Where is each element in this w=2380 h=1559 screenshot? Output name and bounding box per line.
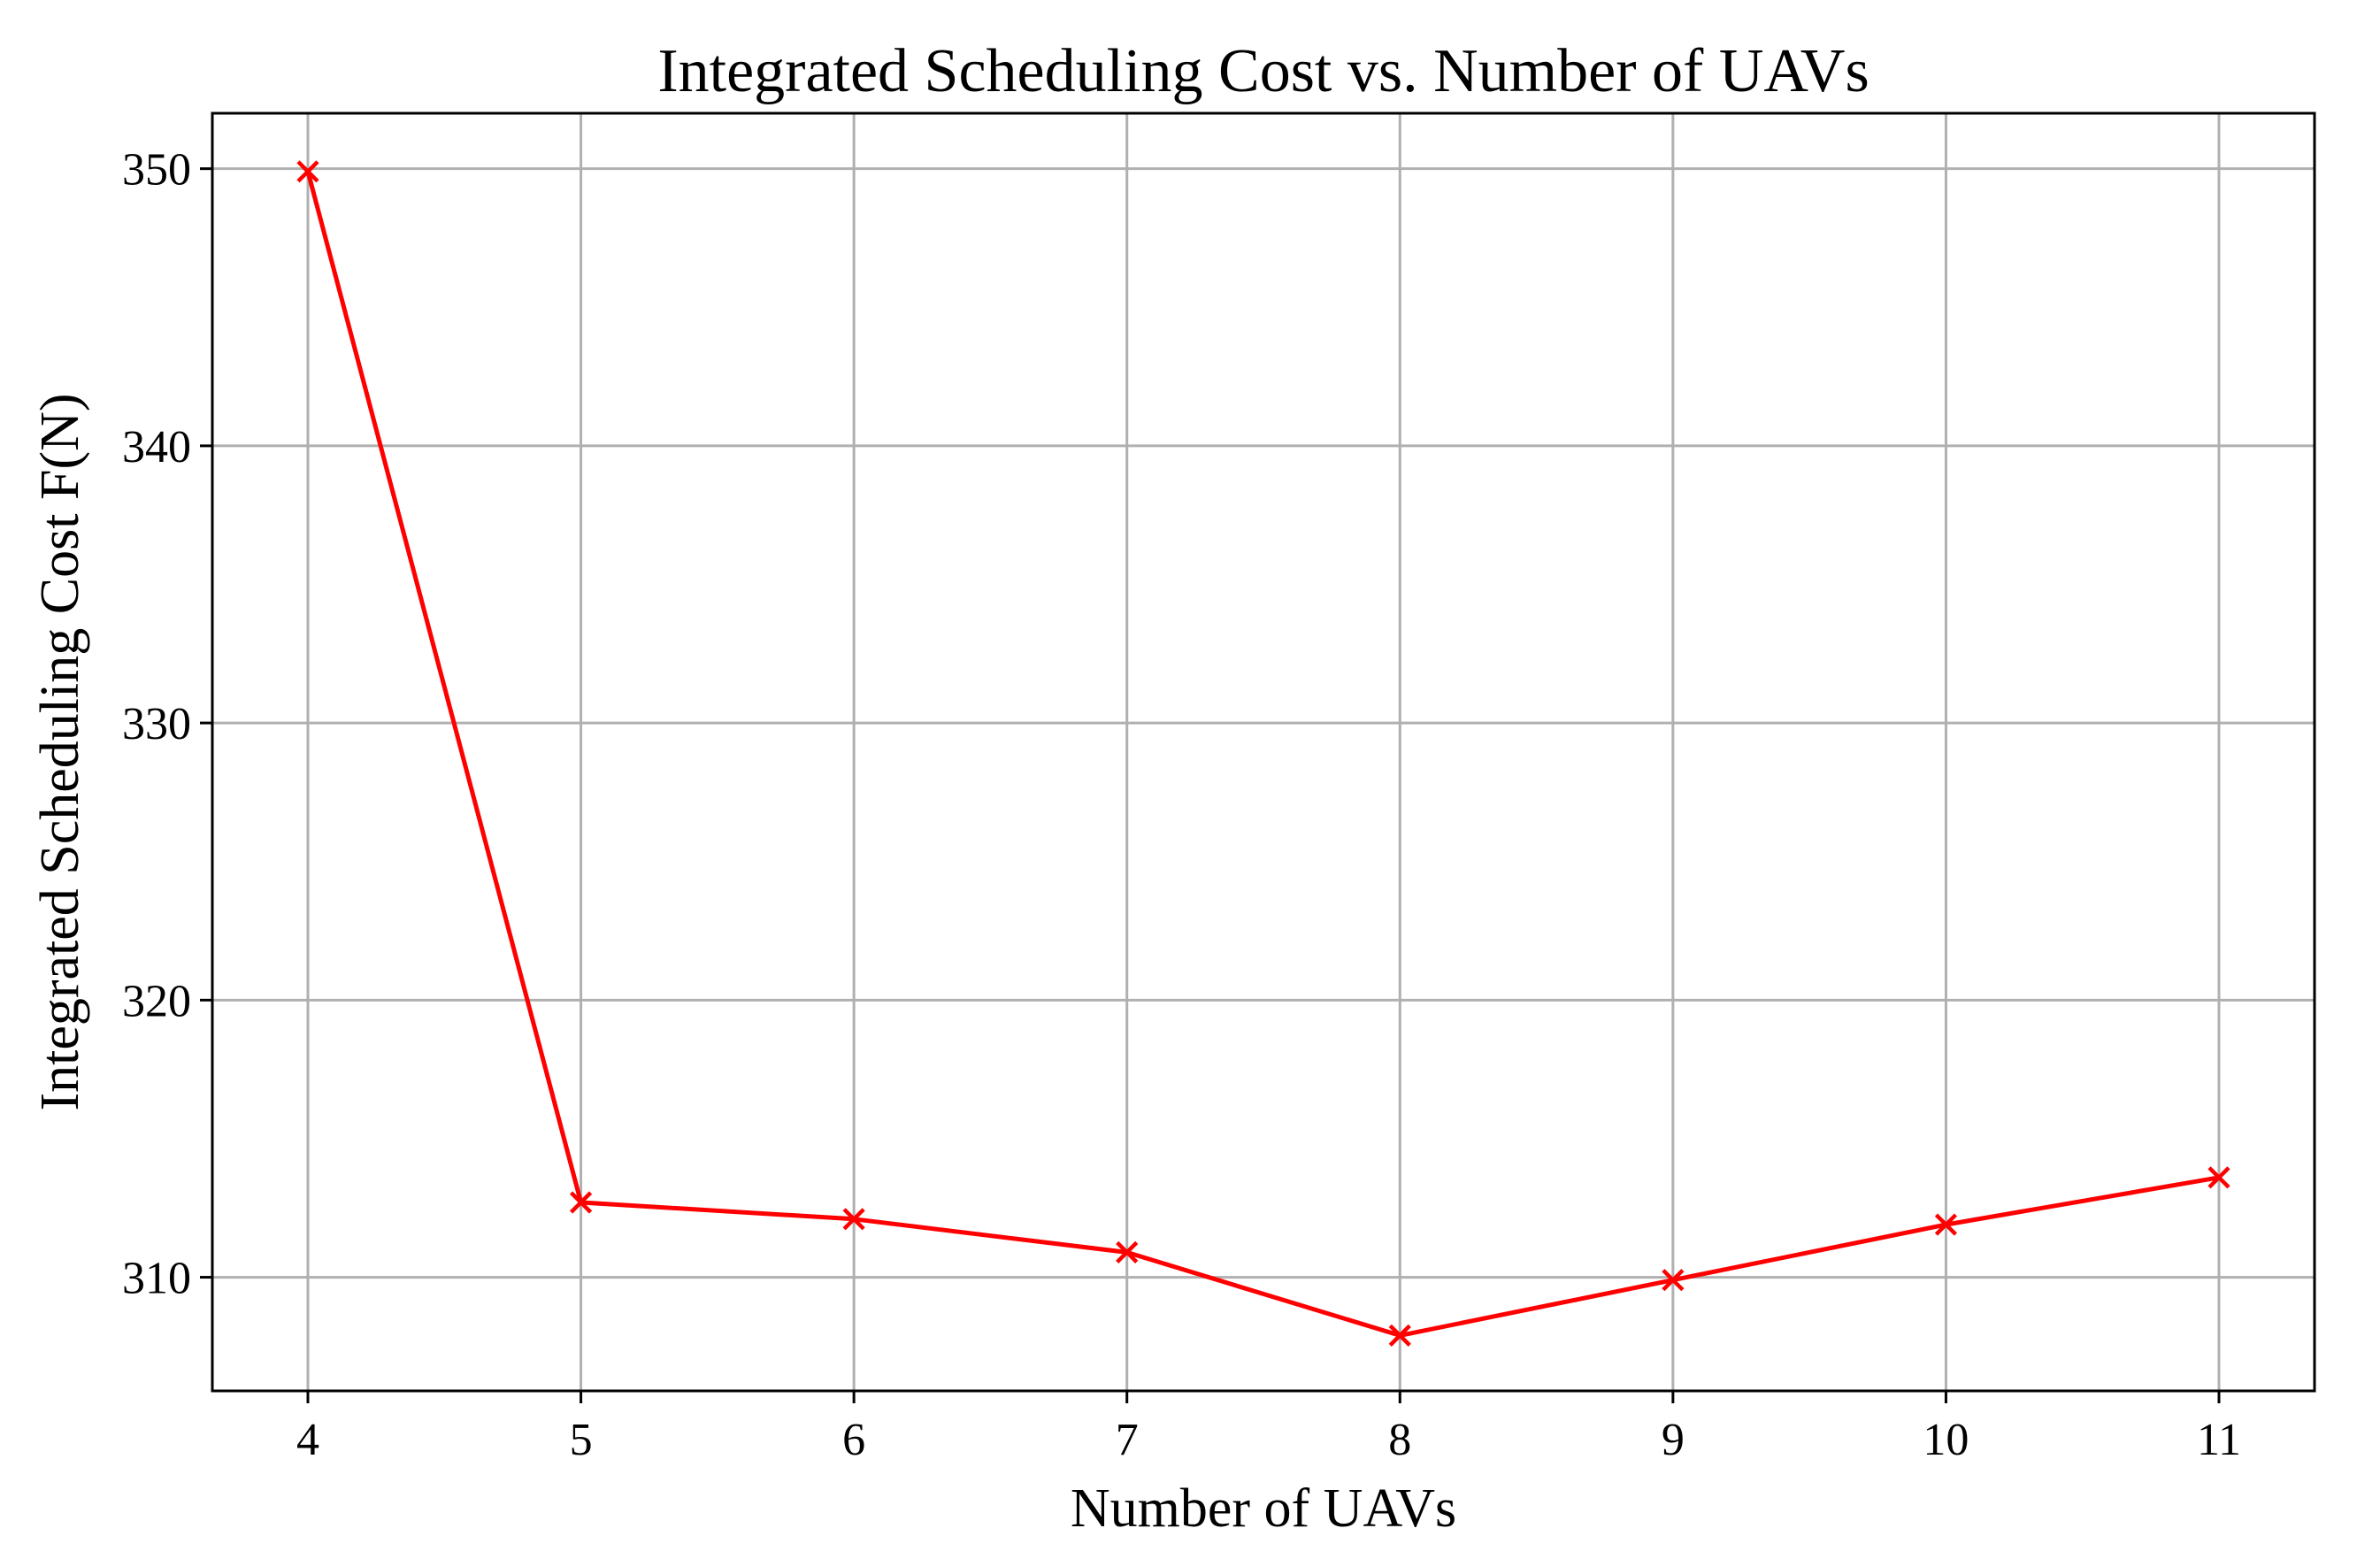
data-point-marker — [296, 160, 319, 183]
series-line — [305, 171, 2220, 1338]
grid — [212, 113, 2315, 1391]
x-tick-label: 9 — [1662, 1415, 1685, 1465]
y-tick-label: 330 — [122, 699, 191, 749]
x-tick-label: 4 — [296, 1415, 319, 1465]
y-tick-label: 310 — [122, 1254, 191, 1304]
marker-stroke — [1934, 1213, 1958, 1236]
plot-frame — [211, 111, 2316, 1393]
tick-layer: 4 5 6 7 8 9 10 11 310 320 330 340 350 — [122, 145, 2241, 1465]
marker-stroke — [296, 160, 319, 183]
data-point-marker — [1388, 1324, 1411, 1347]
x-tick-label: 7 — [1116, 1415, 1139, 1465]
data-point-marker — [1934, 1213, 1958, 1236]
x-axis-label: Number of UAVs — [1071, 1478, 1456, 1539]
data-point-marker — [569, 1191, 593, 1214]
chart-title: Integrated Scheduling Cost vs. Number of… — [657, 37, 1869, 105]
y-tick-label: 340 — [122, 422, 191, 472]
y-tick-label: 320 — [122, 976, 191, 1026]
x-tick-label: 10 — [1923, 1415, 1969, 1465]
data-point-marker — [2207, 1166, 2230, 1189]
marker-stroke — [1116, 1240, 1139, 1263]
marker-stroke — [842, 1208, 865, 1231]
data-point-marker — [1116, 1240, 1139, 1263]
marker-stroke — [1388, 1324, 1411, 1347]
marker-stroke — [569, 1191, 593, 1214]
data-point-marker — [842, 1208, 865, 1231]
y-tick-label: 350 — [122, 145, 191, 196]
marker-stroke — [1662, 1269, 1685, 1292]
marker-stroke — [2207, 1166, 2230, 1189]
y-axis-label: Integrated Scheduling Cost F(N) — [30, 393, 90, 1110]
series-layer — [296, 160, 2230, 1347]
x-tick-label: 8 — [1388, 1415, 1411, 1465]
x-tick-label: 5 — [570, 1415, 593, 1465]
x-tick-label: 6 — [842, 1415, 865, 1465]
x-tick-label: 11 — [2197, 1415, 2241, 1465]
data-point-marker — [1662, 1269, 1685, 1292]
